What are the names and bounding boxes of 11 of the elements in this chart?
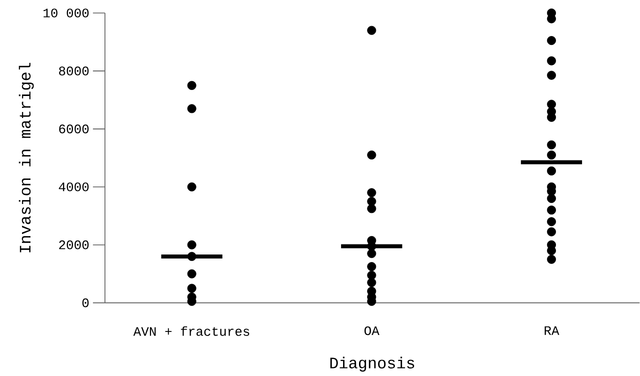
x-axis-title: Diagnosis: [330, 356, 414, 372]
y-axis-title: Invasion in matrigel: [18, 62, 34, 252]
x-tick-label: RA: [544, 326, 560, 335]
y-tick-label: 10 000: [44, 8, 89, 18]
x-tick-label: OA: [364, 326, 380, 336]
y-tick-label: 2000: [59, 240, 89, 250]
x-tick-label: AVN + fractures: [133, 326, 250, 336]
y-tick-label: 4000: [58, 182, 89, 192]
y-tick-label: 6000: [59, 124, 89, 134]
y-tick-label: 0: [82, 298, 89, 308]
y-tick-label: 8000: [59, 66, 89, 76]
